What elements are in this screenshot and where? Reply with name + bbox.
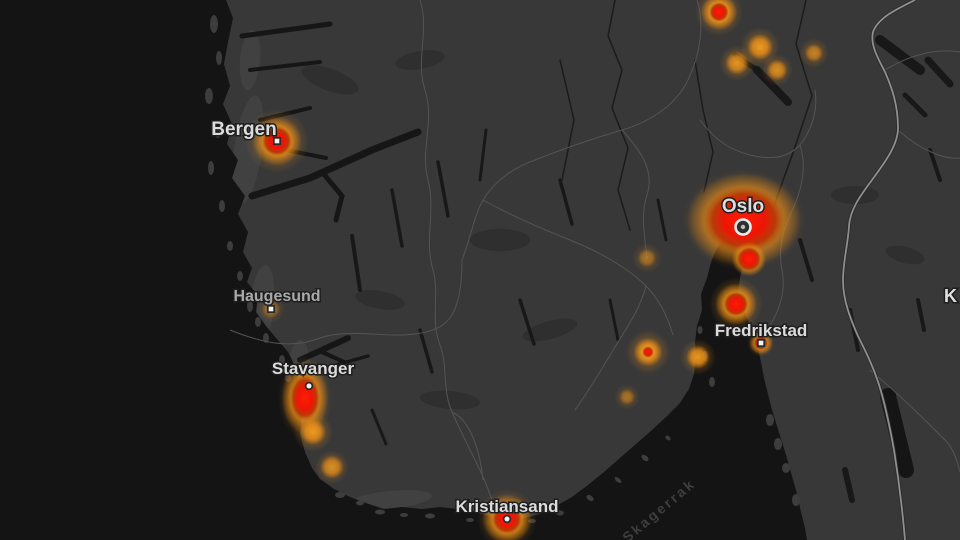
city-label-bergen[interactable]: Bergen — [210, 118, 278, 142]
heat-spot — [731, 241, 767, 277]
national-border-line — [841, 0, 916, 540]
city-marker-kristiansand[interactable] — [502, 514, 512, 524]
city-marker-stavanger[interactable] — [304, 381, 314, 391]
city-bergen: Bergen — [210, 118, 282, 146]
city-fredrikstad: Fredrikstad — [713, 320, 809, 348]
county-borders-group — [229, 0, 960, 523]
city-label-haugesund[interactable]: Haugesund — [232, 287, 322, 307]
heat-spot — [695, 0, 743, 36]
city-label-kristiansand[interactable]: Kristiansand — [454, 496, 560, 518]
city-label-fredrikstad[interactable]: Fredrikstad — [713, 320, 809, 342]
city-label-partial: K — [944, 286, 957, 306]
city-stavanger: Stavanger — [270, 358, 356, 391]
islands-group — [205, 15, 800, 523]
city-marker-haugesund[interactable] — [266, 304, 276, 314]
heat-spot — [719, 45, 755, 81]
heat-spot — [632, 243, 662, 273]
city-marker-fredrikstad[interactable] — [756, 338, 766, 348]
city-haugesund: Haugesund — [232, 287, 322, 314]
heat-spot — [761, 54, 793, 86]
heat-spot — [315, 450, 349, 484]
city-oslo: Oslo — [720, 195, 766, 236]
city-layer: Bergen Haugesund Stavanger Kristiansand Oslo… — [210, 118, 809, 524]
heat-spot — [626, 330, 670, 374]
city-marker-center-oslo — [740, 224, 746, 230]
heat-spot — [293, 412, 333, 452]
heat-spot — [709, 277, 763, 331]
lakes-group — [350, 35, 954, 503]
city-label-oslo[interactable]: Oslo — [720, 195, 765, 219]
fjords-group — [239, 21, 422, 372]
terrain-shading-group — [301, 50, 925, 410]
city-label-stavanger[interactable]: Stavanger — [270, 358, 356, 380]
city-kristiansand: Kristiansand — [454, 496, 560, 524]
city-marker-bergen[interactable] — [272, 136, 282, 146]
heat-spot — [614, 384, 640, 410]
heat-spot — [680, 339, 716, 375]
ocean-water — [0, 0, 807, 540]
heat-spot — [799, 38, 829, 68]
